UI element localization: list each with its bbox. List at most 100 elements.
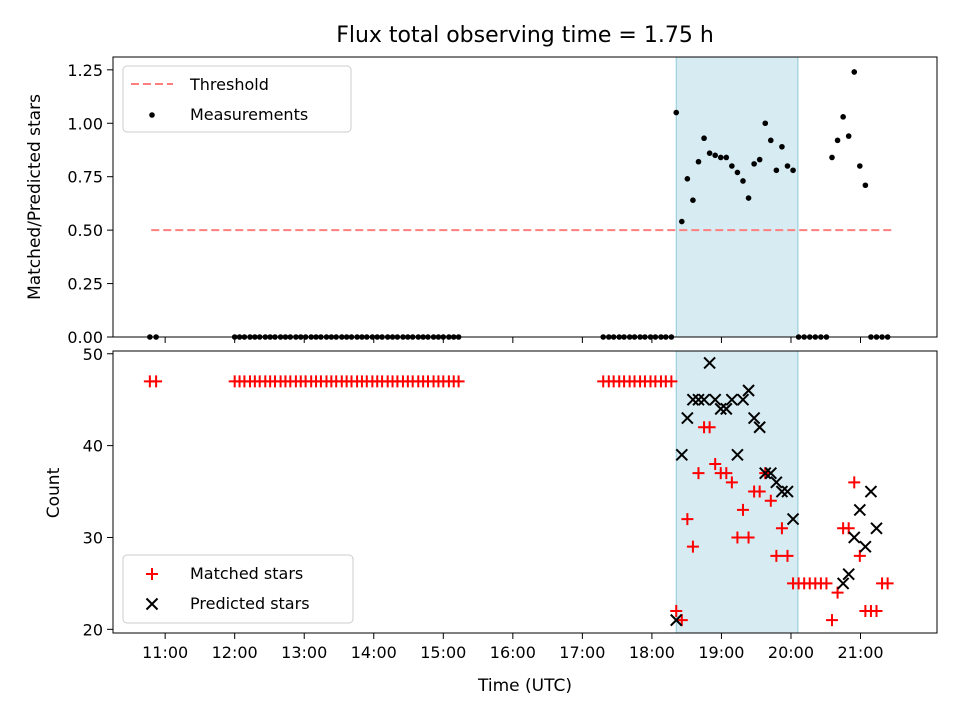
measurement-point	[851, 69, 858, 75]
legend-box	[122, 65, 352, 133]
measurement-point	[784, 163, 791, 169]
observing-window-band	[675, 350, 799, 634]
predicted-stars-point	[675, 448, 689, 462]
measurement-point	[706, 150, 713, 156]
matched-stars-point	[848, 476, 861, 489]
measurement-point	[679, 218, 685, 225]
matched-stars-point	[753, 485, 766, 498]
predicted-stars-point	[720, 402, 733, 416]
legend: Matched stars Predicted stars	[122, 554, 354, 624]
matched-stars-point	[731, 531, 744, 544]
x-axis-label: Time (UTC)	[477, 676, 572, 696]
predicted-stars-point	[747, 411, 761, 425]
y-tick-label: 1.00	[67, 114, 103, 133]
predicted-stars-point	[708, 393, 722, 406]
legend-box	[122, 554, 354, 624]
measurement-point	[779, 143, 785, 150]
matched-stars-point	[820, 577, 833, 590]
predicted-stars-point	[681, 411, 694, 425]
measurement-point	[684, 176, 691, 182]
predicted-stars-point	[864, 485, 878, 498]
predicted-stars-point	[697, 393, 711, 406]
measurement-point	[717, 154, 724, 161]
matched-stars-point	[709, 457, 722, 470]
legend-measurements-label: Measurements	[190, 105, 308, 124]
predicted-stars-point	[842, 568, 855, 581]
predicted-stars-point	[859, 540, 872, 553]
top-y-axis-label: Matched/Predicted stars	[25, 94, 45, 300]
matched-stars-point	[703, 421, 716, 434]
measurement-point	[673, 109, 680, 116]
legend-measurements-swatch	[149, 112, 155, 118]
matched-stars-point	[742, 531, 755, 544]
measurement-point	[690, 197, 696, 204]
predicted-stars-point	[770, 476, 783, 489]
predicted-stars-point	[836, 577, 850, 590]
bottom-y-axis-label: Count	[44, 467, 64, 518]
predicted-stars-point	[870, 522, 883, 535]
predicted-stars-point	[714, 402, 727, 416]
legend-matched-swatch	[146, 568, 158, 580]
matched-stars-point	[736, 503, 749, 516]
measurement-point	[768, 137, 774, 144]
predicted-stars-point	[742, 384, 755, 397]
matched-stars-point	[720, 467, 733, 480]
matched-stars-point	[665, 375, 678, 388]
predicted-stars-point	[753, 421, 766, 434]
axes-frame	[112, 56, 938, 338]
y-tick-label: 40	[83, 437, 103, 456]
matched-stars-point	[452, 375, 465, 388]
matched-stars-point	[826, 614, 839, 627]
x-tick-label: 18:00	[629, 643, 675, 662]
predicted-stars-point	[759, 466, 772, 480]
measurement-point	[773, 167, 780, 174]
predicted-stars-point	[670, 613, 683, 627]
measurement-point	[829, 154, 835, 161]
legend: Threshold Measurements	[122, 65, 352, 133]
matched-stars-point	[675, 614, 688, 627]
x-tick-label: 12:00	[212, 643, 258, 662]
measurement-point	[695, 158, 702, 165]
matched-stars-point	[670, 604, 683, 617]
x-tick-label: 21:00	[837, 643, 883, 662]
measurement-point	[701, 135, 707, 142]
matched-stars-point	[770, 549, 783, 562]
matched-stars-point	[781, 549, 794, 562]
measurement-point	[790, 167, 796, 174]
matched-stars-point	[686, 540, 699, 553]
measurement-point	[756, 156, 763, 163]
x-tick-label: 20:00	[768, 643, 814, 662]
measurement-point	[840, 114, 846, 120]
predicted-stars-point	[736, 393, 750, 406]
measurement-point	[857, 163, 863, 169]
matched-stars-point	[150, 375, 163, 388]
observing-window-band	[675, 56, 799, 338]
y-tick-label: 0.00	[67, 328, 103, 347]
predicted-stars-point	[731, 448, 744, 462]
predicted-stars-point	[848, 531, 861, 544]
predicted-stars-point	[781, 485, 794, 498]
predicted-stars-point	[686, 393, 700, 406]
predicted-stars-point	[786, 512, 800, 526]
x-tick-label: 17:00	[559, 643, 605, 662]
x-tick-label: 13:00	[281, 643, 327, 662]
matched-stars-point	[725, 476, 738, 489]
y-tick-label: 50	[83, 345, 103, 364]
chart-title: Flux total observing time = 1.75 h	[336, 23, 714, 48]
measurement-point	[729, 163, 735, 169]
measurement-point	[723, 154, 730, 161]
legend-threshold-label: Threshold	[189, 75, 269, 94]
matched-stars-point	[764, 494, 777, 507]
x-tick-label: 19:00	[698, 643, 744, 662]
y-tick-label: 30	[83, 528, 103, 547]
measurement-point	[845, 133, 852, 139]
matched-stars-point	[681, 513, 694, 526]
matched-stars-point	[775, 522, 788, 535]
legend-matched-label: Matched stars	[190, 564, 303, 583]
measurement-point	[862, 182, 869, 189]
predicted-stars-point	[725, 393, 739, 406]
measurement-point	[712, 152, 718, 159]
matched-stars-point	[881, 577, 894, 590]
measurement-point	[740, 178, 746, 184]
